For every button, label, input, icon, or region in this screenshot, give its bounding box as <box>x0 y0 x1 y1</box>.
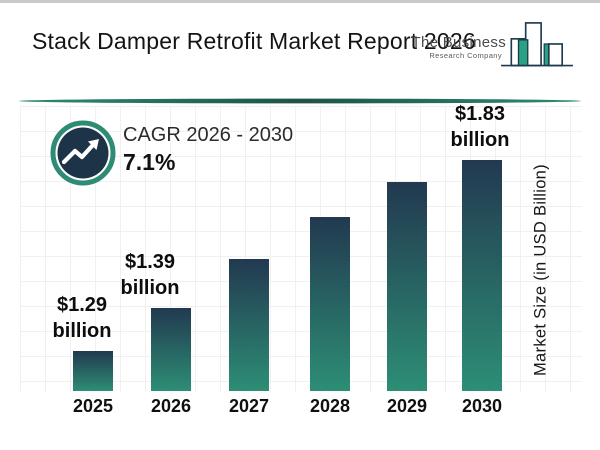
bar-2025 <box>73 351 113 391</box>
x-axis-label-2025: 2025 <box>72 396 114 416</box>
x-axis-label-2030: 2030 <box>461 396 503 416</box>
bar-value-label-2025: $1.29 billion <box>52 294 112 342</box>
x-axis-label-2026: 2026 <box>150 396 192 416</box>
cagr-badge <box>50 120 116 186</box>
bar-2027 <box>229 259 269 391</box>
trend-up-icon <box>50 120 116 186</box>
company-logo: The Business Research Company <box>412 20 574 70</box>
x-axis-label-2028: 2028 <box>309 396 351 416</box>
page-title: Stack Damper Retrofit Market Report 2026 <box>32 28 476 54</box>
y-axis-label: Market Size (in USD Billion) <box>531 164 550 376</box>
logo-subname-line: Research Company <box>429 51 502 60</box>
x-axis-label-2027: 2027 <box>228 396 270 416</box>
cagr-text-block: CAGR 2026 - 2030 7.1% <box>123 122 293 176</box>
bar-chart-logo-icon <box>501 22 573 67</box>
company-logo-text: The Business Research Company <box>411 34 506 61</box>
x-axis-label-2029: 2029 <box>386 396 428 416</box>
cagr-value: 7.1% <box>123 149 176 175</box>
cagr-period-label: CAGR 2026 - 2030 <box>123 124 294 146</box>
bar-2029 <box>387 182 427 391</box>
bar-2030 <box>462 160 502 391</box>
bar-value-label-2026: $1.39 billion <box>120 251 180 299</box>
top-edge-divider <box>0 0 600 3</box>
logo-name-line: The Business <box>411 34 506 51</box>
bar-value-label-2030: $1.83 billion <box>450 103 510 151</box>
bar-2026 <box>151 308 191 391</box>
bar-2028 <box>310 217 350 391</box>
header-divider <box>18 92 582 104</box>
